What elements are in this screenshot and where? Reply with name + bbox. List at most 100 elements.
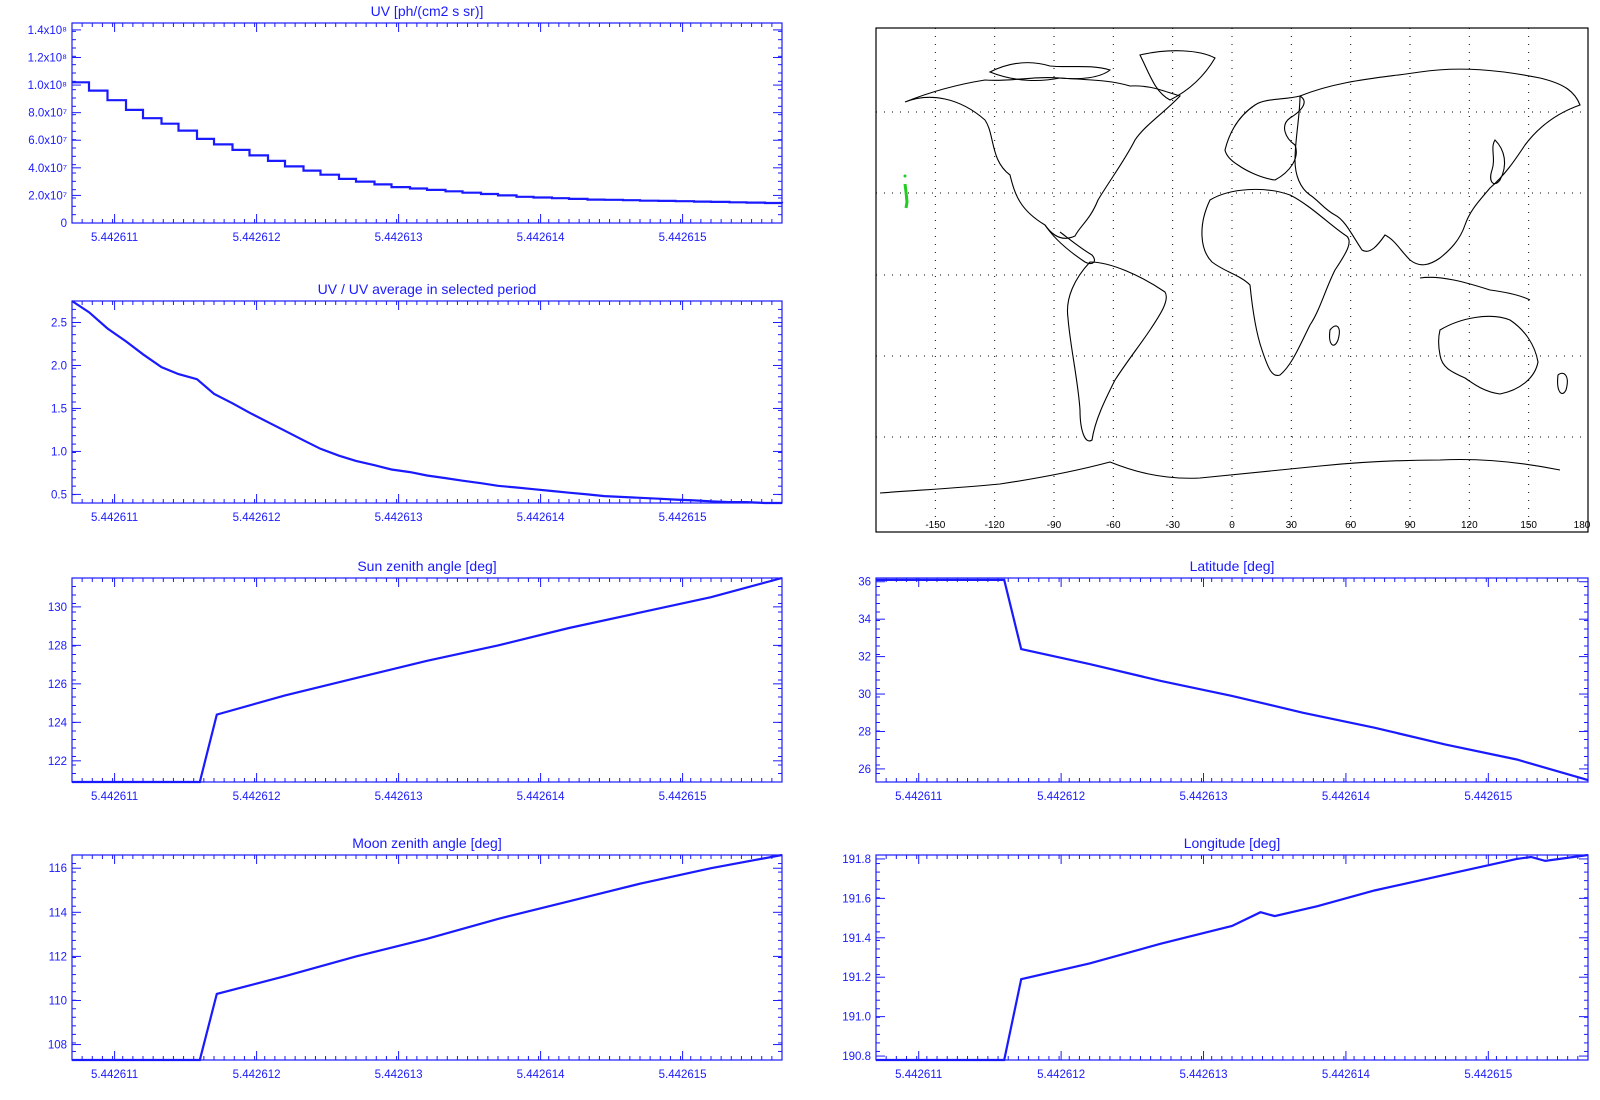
plot-lat: Latitude [deg] 5.442611 5.442612 5.442613 5.… (858, 558, 1589, 803)
map-longitude-label: 180 (1574, 520, 1591, 531)
y-tick-label: 110 (49, 995, 67, 1007)
plot-mza: Moon zenith angle [deg] 5.442611 5.442612 5… (48, 835, 783, 1081)
track-start-marker (903, 174, 907, 178)
coast-arctic-islands (988, 62, 1112, 81)
y-tick-label: 126 (48, 679, 67, 691)
y-tick-label: 1.5 (51, 403, 67, 415)
plot-title: UV [ph/(cm2 s sr)] (371, 3, 484, 19)
coast-australia (1437, 315, 1539, 395)
plot-title: Sun zenith angle [deg] (357, 558, 496, 574)
x-tick-label: 5.442615 (659, 1069, 707, 1081)
series-line-lon (876, 853, 1589, 1062)
x-tick-label: 5.442615 (1464, 791, 1512, 803)
coast-greenland (1139, 50, 1216, 101)
satellite-track (903, 174, 909, 209)
x-tick-label: 5.442615 (1464, 1069, 1512, 1081)
coast-south-america (1066, 261, 1167, 442)
y-tick-label: 114 (49, 907, 68, 919)
y-tick-label: 4.0x10⁷ (28, 163, 67, 175)
y-tick-label: 124 (48, 717, 68, 729)
map-longitude-label: -90 (1047, 520, 1062, 531)
y-tick-label: 30 (858, 689, 871, 701)
map-longitude-label: 120 (1461, 520, 1478, 531)
x-tick-label: 5.442611 (91, 791, 138, 803)
map-frame (875, 27, 1589, 533)
x-tick-label: 5.442613 (375, 512, 423, 524)
x-tick-label: 5.442613 (375, 791, 423, 803)
coast-japan (1490, 139, 1506, 185)
y-tick-label: 108 (48, 1040, 67, 1052)
coast-antarctica (879, 458, 1561, 494)
coast-europe (1224, 95, 1305, 181)
x-tick-label: 5.442612 (1037, 791, 1085, 803)
y-tick-label: 191.6 (842, 893, 871, 905)
map-longitude-label: 60 (1345, 520, 1357, 531)
coast-indonesia (1419, 276, 1531, 301)
x-tick-label: 5.442613 (1180, 1069, 1228, 1081)
x-tick-label: 5.442614 (517, 791, 566, 803)
y-tick-label: 34 (858, 614, 871, 626)
coast-madagascar (1329, 325, 1340, 346)
y-tick-label: 1.0 (51, 446, 67, 458)
plot-lon: Longitude [deg] 5.442611 5.442612 5.442613 5… (842, 835, 1589, 1081)
y-tick-label: 32 (858, 652, 871, 664)
x-tick-label: 5.442615 (659, 232, 707, 244)
y-tick-label: 2.0 (51, 360, 67, 372)
track-line (903, 183, 909, 209)
y-tick-label: 112 (49, 951, 67, 963)
x-tick-label: 5.442612 (233, 512, 281, 524)
x-tick-label: 5.442615 (659, 512, 707, 524)
y-tick-label: 130 (48, 602, 67, 614)
x-tick-label: 5.442611 (895, 791, 942, 803)
map-longitude-label: -150 (925, 520, 945, 531)
x-tick-label: 5.442611 (91, 232, 138, 244)
map-longitude-label: -120 (985, 520, 1005, 531)
plot-frame (875, 854, 1589, 1061)
map-longitude-label: -30 (1165, 520, 1180, 531)
coast-africa (1201, 188, 1350, 377)
map-longitude-ticks: -150 -120 -90 -60 -30 0 30 60 90 120 150 180 (925, 520, 1590, 531)
y-tick-label: 191.8 (842, 854, 871, 866)
map-longitude-label: 90 (1404, 520, 1416, 531)
y-tick-label: 2.0x10⁷ (28, 190, 67, 202)
x-tick-label: 5.442613 (1180, 791, 1228, 803)
map-longitude-label: 150 (1520, 520, 1537, 531)
plot-frame (71, 577, 783, 783)
x-tick-label: 5.442611 (91, 1069, 138, 1081)
x-tick-label: 5.442614 (1322, 791, 1371, 803)
y-tick-label: 122 (48, 756, 67, 768)
series-line-mza (72, 853, 783, 1062)
y-tick-label: 0.5 (51, 489, 67, 501)
series-line-sza (72, 576, 783, 784)
y-tick-label: 1.2x10⁸ (28, 52, 68, 64)
x-tick-label: 5.442611 (91, 512, 138, 524)
x-tick-label: 5.442614 (517, 512, 566, 524)
y-tick-label: 1.0x10⁸ (28, 80, 68, 92)
coast-asia (1294, 68, 1581, 266)
y-tick-label: 128 (48, 640, 67, 652)
coast-north-america (904, 77, 1182, 239)
x-tick-label: 5.442615 (659, 791, 707, 803)
x-tick-label: 5.442612 (233, 1069, 281, 1081)
x-tick-label: 5.442611 (895, 1069, 942, 1081)
x-tick-label: 5.442612 (233, 232, 281, 244)
y-tick-label: 28 (858, 726, 871, 738)
x-tick-label: 5.442614 (517, 232, 566, 244)
world-map-panel: -150 -120 -90 -60 -30 0 30 60 90 120 150 180 (875, 27, 1591, 533)
x-tick-label: 5.442613 (375, 232, 423, 244)
plot-title: Moon zenith angle [deg] (352, 835, 501, 851)
y-tick-label: 2.5 (51, 317, 67, 329)
plot-title: UV / UV average in selected period (318, 281, 537, 297)
plot-frame (71, 300, 783, 504)
plot-sza: Sun zenith angle [deg] 5.442611 5.442612 5.… (48, 558, 783, 803)
y-tick-label: 191.0 (842, 1012, 871, 1024)
y-tick-label: 8.0x10⁷ (28, 108, 67, 120)
coastlines (879, 50, 1581, 494)
series-line-uvratio (71, 300, 782, 505)
plot-uvratio: UV / UV average in selected period 5.4426… (51, 281, 783, 524)
map-longitude-label: 30 (1286, 520, 1298, 531)
y-tick-label: 26 (858, 764, 871, 776)
y-tick-label: 190.8 (842, 1051, 871, 1063)
y-tick-label: 1.4x10⁸ (28, 25, 68, 37)
